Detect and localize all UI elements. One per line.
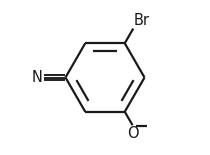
Text: O: O [127, 126, 138, 141]
Text: N: N [32, 70, 43, 85]
Text: Br: Br [134, 13, 150, 28]
